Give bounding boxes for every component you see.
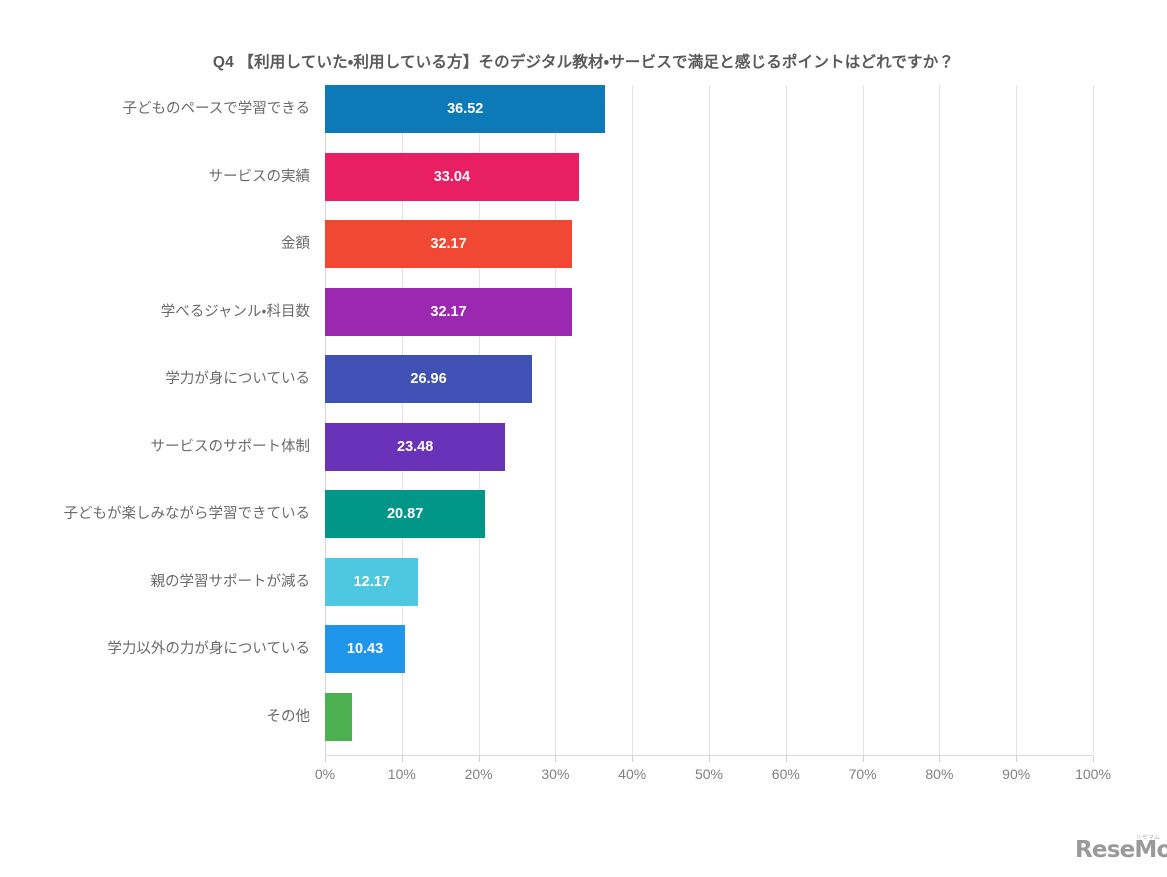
bar[interactable]: 33.04 [325, 152, 579, 201]
category-label: 学力が身についている [165, 371, 310, 387]
bar-row: サービスの実績 33.04 [0, 152, 1167, 201]
bar[interactable]: 32.17 [325, 287, 573, 336]
bar[interactable]: 26.96 [325, 355, 533, 403]
gridline [785, 85, 787, 755]
bar-row: 親の学習サポートが減る 12.17 [0, 557, 1167, 606]
x-axis-tick-label: 80% [925, 766, 954, 782]
logo-wordmark: ReseMom. [1075, 837, 1167, 863]
gridline [478, 85, 480, 755]
gridline [709, 85, 710, 755]
x-axis-tick-label: 50% [694, 766, 724, 782]
bar[interactable]: 36.52 [325, 85, 606, 133]
bar-row: 学べるジャンル・科目数 32.17 [0, 287, 1167, 336]
x-axis-tick-mark [478, 756, 480, 762]
bar-value-label: 10.43 [346, 641, 384, 657]
gridline [939, 85, 941, 755]
category-label: 子どもが楽しみながら学習できている [63, 506, 311, 522]
gridline [1093, 85, 1094, 755]
x-axis-tick-mark [325, 756, 326, 762]
category-label: 学力以外の力が身についている [107, 641, 310, 657]
bar[interactable]: 32.17 [325, 220, 573, 268]
bar-row: その他 [0, 692, 1167, 741]
bar[interactable]: 10.43 [325, 625, 406, 673]
bar-row: 子どもが楽しみながら学習できている 20.87 [0, 490, 1167, 538]
bar[interactable]: 20.87 [325, 490, 486, 538]
bar-value-label: 32.17 [430, 303, 467, 320]
bar-row: 学力が身についている 26.96 [0, 355, 1167, 403]
logo-kana-text: リセマム [1136, 835, 1161, 841]
bar-value-label: 26.96 [410, 371, 447, 387]
x-axis-tick-label: 100% [1075, 766, 1111, 782]
chart-title: Q4 【利用していた・利用している方】そのデジタル教材・サービスで満足と感じるポ… [212, 54, 955, 71]
plot-area [325, 85, 1094, 755]
x-axis-tick-label: 70% [848, 766, 877, 782]
gridline [1016, 85, 1018, 755]
gridline [325, 85, 326, 755]
resemom-logo: ReseMom. リセマム [1075, 833, 1167, 867]
bar-row: サービスのサポート体制 23.48 [0, 422, 1167, 471]
gridline [632, 85, 634, 755]
bar-value-label: 32.17 [430, 236, 467, 252]
x-axis-tick-label: 60% [771, 766, 800, 782]
category-label: その他 [266, 708, 311, 725]
bar[interactable] [325, 692, 352, 741]
x-axis-tick-mark [401, 756, 403, 762]
x-axis-tick-label: 0% [314, 766, 336, 782]
bar-value-label: 23.48 [397, 438, 434, 455]
bar-value-label: 33.04 [433, 168, 471, 185]
x-axis-line [325, 755, 1093, 756]
x-axis-tick-mark [862, 756, 864, 762]
x-axis-tick-label: 30% [541, 766, 570, 782]
gridline [555, 85, 557, 755]
x-axis-tick-label: 10% [387, 766, 416, 782]
category-label: 親の学習サポートが減る [150, 573, 311, 590]
gridline [401, 85, 403, 755]
category-label: サービスの実績 [208, 168, 311, 185]
x-axis-tick-mark [1016, 756, 1018, 762]
bar-row: 子どものペースで学習できる 36.52 [0, 85, 1167, 133]
x-axis-tick-mark [709, 756, 710, 762]
gridline [862, 85, 864, 755]
x-axis-tick-mark [555, 756, 557, 762]
bar-row: 金額 32.17 [0, 220, 1167, 268]
category-label: 子どものペースで学習できる [122, 101, 310, 117]
x-axis-tick-mark [785, 756, 787, 762]
category-label: 金額 [281, 236, 310, 252]
x-axis-tick-mark [632, 756, 634, 762]
category-label: サービスのサポート体制 [150, 438, 311, 455]
x-axis-tick-label: 40% [618, 766, 647, 782]
bar-value-label: 36.52 [447, 101, 484, 117]
bar-row: 学力以外の力が身についている 10.43 [0, 625, 1167, 673]
bar[interactable]: 12.17 [325, 557, 419, 606]
category-label: 学べるジャンル・科目数 [160, 303, 310, 320]
x-axis-tick-label: 20% [464, 766, 493, 782]
x-axis-tick-label: 90% [1002, 766, 1031, 782]
x-axis-tick-mark [939, 756, 941, 762]
bar-value-label: 20.87 [386, 506, 424, 522]
bar[interactable]: 23.48 [325, 422, 506, 471]
bar-value-label: 12.17 [353, 573, 390, 590]
x-axis-tick-mark [1093, 756, 1094, 762]
